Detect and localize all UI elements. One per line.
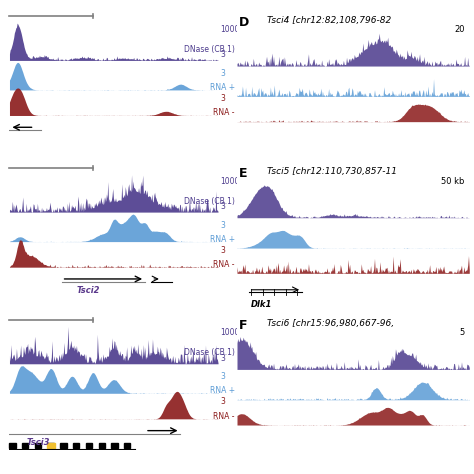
Bar bbox=[47, 443, 55, 448]
Bar bbox=[61, 443, 67, 448]
Text: RNA +: RNA + bbox=[210, 235, 235, 244]
Text: 3: 3 bbox=[220, 50, 225, 59]
Text: E: E bbox=[239, 167, 248, 180]
Text: Tsci6 [chr15:96,980,667-96,: Tsci6 [chr15:96,980,667-96, bbox=[267, 319, 394, 328]
Text: 3: 3 bbox=[220, 397, 225, 406]
Text: 1000: 1000 bbox=[220, 25, 239, 34]
Bar bbox=[111, 443, 118, 448]
Text: RNA -: RNA - bbox=[213, 412, 235, 420]
Text: 50 kb: 50 kb bbox=[441, 176, 465, 185]
Text: DNase (CB.1): DNase (CB.1) bbox=[184, 197, 235, 206]
Text: Dlk1: Dlk1 bbox=[251, 300, 272, 309]
Text: DNase (CB.1): DNase (CB.1) bbox=[184, 45, 235, 54]
Text: 20: 20 bbox=[454, 25, 465, 34]
Text: 3: 3 bbox=[220, 221, 225, 230]
Text: Tsci4 [chr12:82,108,796-82: Tsci4 [chr12:82,108,796-82 bbox=[267, 16, 392, 25]
Text: 5: 5 bbox=[459, 328, 465, 337]
Bar bbox=[22, 443, 28, 448]
Bar bbox=[48, 443, 54, 448]
Bar bbox=[124, 443, 130, 448]
Text: RNA -: RNA - bbox=[213, 109, 235, 117]
Text: RNA +: RNA + bbox=[210, 83, 235, 92]
Text: 3: 3 bbox=[220, 246, 225, 255]
Text: RNA +: RNA + bbox=[210, 386, 235, 395]
Text: 3: 3 bbox=[220, 69, 225, 78]
Text: DNase (CB.1): DNase (CB.1) bbox=[184, 348, 235, 357]
Text: RNA -: RNA - bbox=[213, 260, 235, 269]
Text: 3: 3 bbox=[220, 202, 225, 211]
Text: 1000: 1000 bbox=[220, 177, 239, 186]
Bar bbox=[35, 443, 41, 448]
Bar bbox=[73, 443, 80, 448]
Bar bbox=[99, 443, 105, 448]
Text: 1000: 1000 bbox=[220, 328, 239, 337]
Text: 3: 3 bbox=[220, 354, 225, 363]
Bar bbox=[9, 443, 16, 448]
Text: 3: 3 bbox=[220, 373, 225, 382]
Text: D: D bbox=[239, 16, 250, 28]
Text: Tsci2: Tsci2 bbox=[76, 286, 100, 295]
Bar bbox=[86, 443, 92, 448]
Text: 3: 3 bbox=[220, 94, 225, 103]
Text: F: F bbox=[239, 319, 248, 332]
Text: Tsci5 [chr12:110,730,857-11: Tsci5 [chr12:110,730,857-11 bbox=[267, 167, 397, 176]
Text: Tsci3: Tsci3 bbox=[26, 438, 50, 447]
